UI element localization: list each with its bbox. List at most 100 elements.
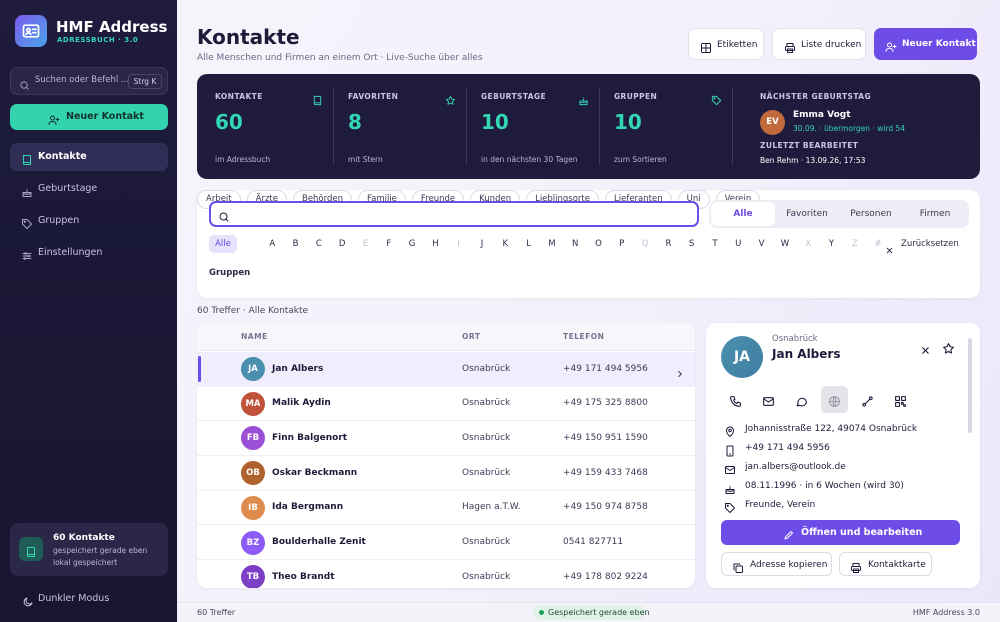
groups-label: Gruppen <box>209 268 251 279</box>
letter-filter[interactable]: A <box>269 239 276 249</box>
table-row[interactable]: MA Malik Aydin Osnabrück +49 175 325 8800 <box>197 387 695 422</box>
quick-action[interactable] <box>795 393 808 407</box>
letter-filter[interactable]: N <box>572 239 579 249</box>
letter-filter[interactable]: Alle <box>209 235 237 253</box>
birthday-name: Emma Vogt <box>793 109 851 120</box>
nav-icon <box>21 183 33 197</box>
info-icon <box>724 423 736 437</box>
status-card: 60 Kontakte gespeichert gerade eben lokal… <box>10 523 168 576</box>
letter-filter[interactable]: C <box>315 239 322 249</box>
next-birthday-label: NÄCHSTER GEBURTSTAG <box>760 91 872 101</box>
nav-item[interactable]: Einstellungen <box>10 239 168 267</box>
letter-filter[interactable]: F <box>386 239 392 249</box>
results-summary: 60 Treffer · Alle Kontakte <box>197 305 309 316</box>
letter-filter[interactable]: L <box>526 239 531 249</box>
avatar: IB <box>241 495 265 520</box>
button-label: Etiketten <box>717 39 758 50</box>
primary-action-button[interactable]: Öffnen und bearbeiten <box>721 520 960 545</box>
button-label: Liste drucken <box>801 39 862 50</box>
secondary-action-button[interactable]: Kontaktkarte <box>839 552 932 576</box>
stat-divider <box>599 88 600 165</box>
table-row[interactable]: IB Ida Bergmann Hagen a.T.W. +49 150 974 87… <box>197 491 695 526</box>
theme-toggle[interactable]: Dunkler Modus <box>38 593 110 605</box>
table-row[interactable]: TB Theo Brandt Osnabrück +49 178 802 9224 <box>197 560 695 588</box>
secondary-action-button[interactable]: Adresse kopieren <box>721 552 832 576</box>
letter-filter[interactable]: O <box>595 239 602 249</box>
button-icon <box>784 39 796 53</box>
footer-count: 60 Treffer <box>197 608 236 618</box>
close-button[interactable] <box>920 341 931 354</box>
contact-city: Hagen a.T.W. <box>462 502 521 513</box>
contact-phone: +49 178 802 9224 <box>563 571 648 582</box>
stats-panel: KONTAKTE 60 im Adressbuch FAVORITEN 8 mit Ste… <box>197 74 980 179</box>
letter-filter[interactable]: Y <box>828 239 835 249</box>
reset-button[interactable]: Zurücksetzen <box>901 239 959 250</box>
nav-label: Geburtstage <box>38 183 98 195</box>
table-header <box>197 323 695 351</box>
quick-action[interactable] <box>828 393 841 407</box>
letter-filter[interactable]: S <box>688 239 695 249</box>
button-label: Öffnen und bearbeiten <box>801 526 923 538</box>
favorite-button[interactable] <box>942 340 955 354</box>
table-row[interactable]: OB Oskar Beckmann Osnabrück +49 159 433 746… <box>197 456 695 491</box>
avatar: MA <box>241 391 265 416</box>
button-label: Adresse kopieren <box>750 559 828 570</box>
letter-filter[interactable]: V <box>758 239 765 249</box>
letter-filter[interactable]: D <box>338 239 346 249</box>
letter-filter[interactable]: W <box>780 239 790 249</box>
button-icon <box>885 38 897 52</box>
nav-icon <box>21 215 33 229</box>
contact-name: Boulderhalle Zenit <box>272 537 366 548</box>
contact-name: Jan Albers <box>272 363 324 374</box>
stat-caption: zum Sortieren <box>614 154 667 164</box>
letter-filter[interactable]: P <box>619 239 625 249</box>
stat-icon <box>711 91 722 106</box>
letter-filter[interactable]: J <box>480 239 484 249</box>
letter-filter[interactable]: U <box>735 239 742 249</box>
letter-filter: Z <box>851 239 858 249</box>
table-row[interactable]: FB Finn Balgenort Osnabrück +49 150 951 159… <box>197 421 695 457</box>
filter-tab[interactable]: Alle <box>711 202 775 226</box>
nav-label: Kontakte <box>38 151 87 163</box>
contact-phone: 0541 827711 <box>563 537 624 548</box>
header-button[interactable]: Neuer Kontakt <box>874 28 977 60</box>
contact-city: Osnabrück <box>462 467 511 478</box>
letter-filter[interactable]: B <box>292 239 299 249</box>
nav-icon <box>21 247 33 260</box>
sidebar-search[interactable]: Suchen oder Befehl ... Strg K <box>10 67 168 95</box>
letter-filter[interactable]: G <box>408 239 416 249</box>
quick-action[interactable] <box>762 393 775 406</box>
info-icon <box>724 461 736 474</box>
status-icon <box>25 543 37 557</box>
new-contact-button[interactable]: Neuer Kontakt <box>10 104 168 130</box>
avatar: FB <box>241 426 265 451</box>
header-button[interactable]: Liste drucken <box>772 28 866 60</box>
nav-item[interactable]: Kontakte <box>10 143 168 171</box>
table-row[interactable]: BZ Boulderhalle Zenit Osnabrück 0541 827711 <box>197 526 695 561</box>
contact-table: NAME ORT TELEFON JA Jan Albers Osnabrück +49 1… <box>197 323 695 588</box>
letter-filter[interactable]: R <box>665 239 672 249</box>
table-row[interactable]: JA Jan Albers Osnabrück +49 171 494 5956 <box>197 352 695 387</box>
quick-action[interactable] <box>894 393 907 407</box>
filter-tab[interactable]: Favoriten <box>786 209 828 219</box>
quick-action[interactable] <box>861 393 874 407</box>
letter-filter[interactable]: K <box>502 239 509 249</box>
button-icon <box>783 526 795 540</box>
nav-item[interactable]: Gruppen <box>10 207 168 235</box>
action-highlight <box>821 386 848 413</box>
search-input[interactable] <box>209 201 699 227</box>
header-button[interactable]: Etiketten <box>688 28 764 60</box>
avatar: JA <box>721 336 763 378</box>
nav-item[interactable]: Geburtstage <box>10 175 168 203</box>
info-email: jan.albers@outlook.de <box>745 461 846 472</box>
detail-city: Osnabrück <box>772 334 818 345</box>
filter-tab[interactable]: Firmen <box>919 209 951 219</box>
column-header: TELEFON <box>563 331 605 341</box>
letter-filter[interactable]: T <box>712 239 718 249</box>
button-icon <box>48 111 60 125</box>
quick-action[interactable] <box>729 393 742 407</box>
letter-filter[interactable]: H <box>432 239 439 249</box>
letter-filter[interactable]: M <box>548 239 556 249</box>
page-subtitle: Alle Menschen und Firmen an einem Ort · … <box>197 52 483 63</box>
filter-tab[interactable]: Personen <box>850 209 892 219</box>
